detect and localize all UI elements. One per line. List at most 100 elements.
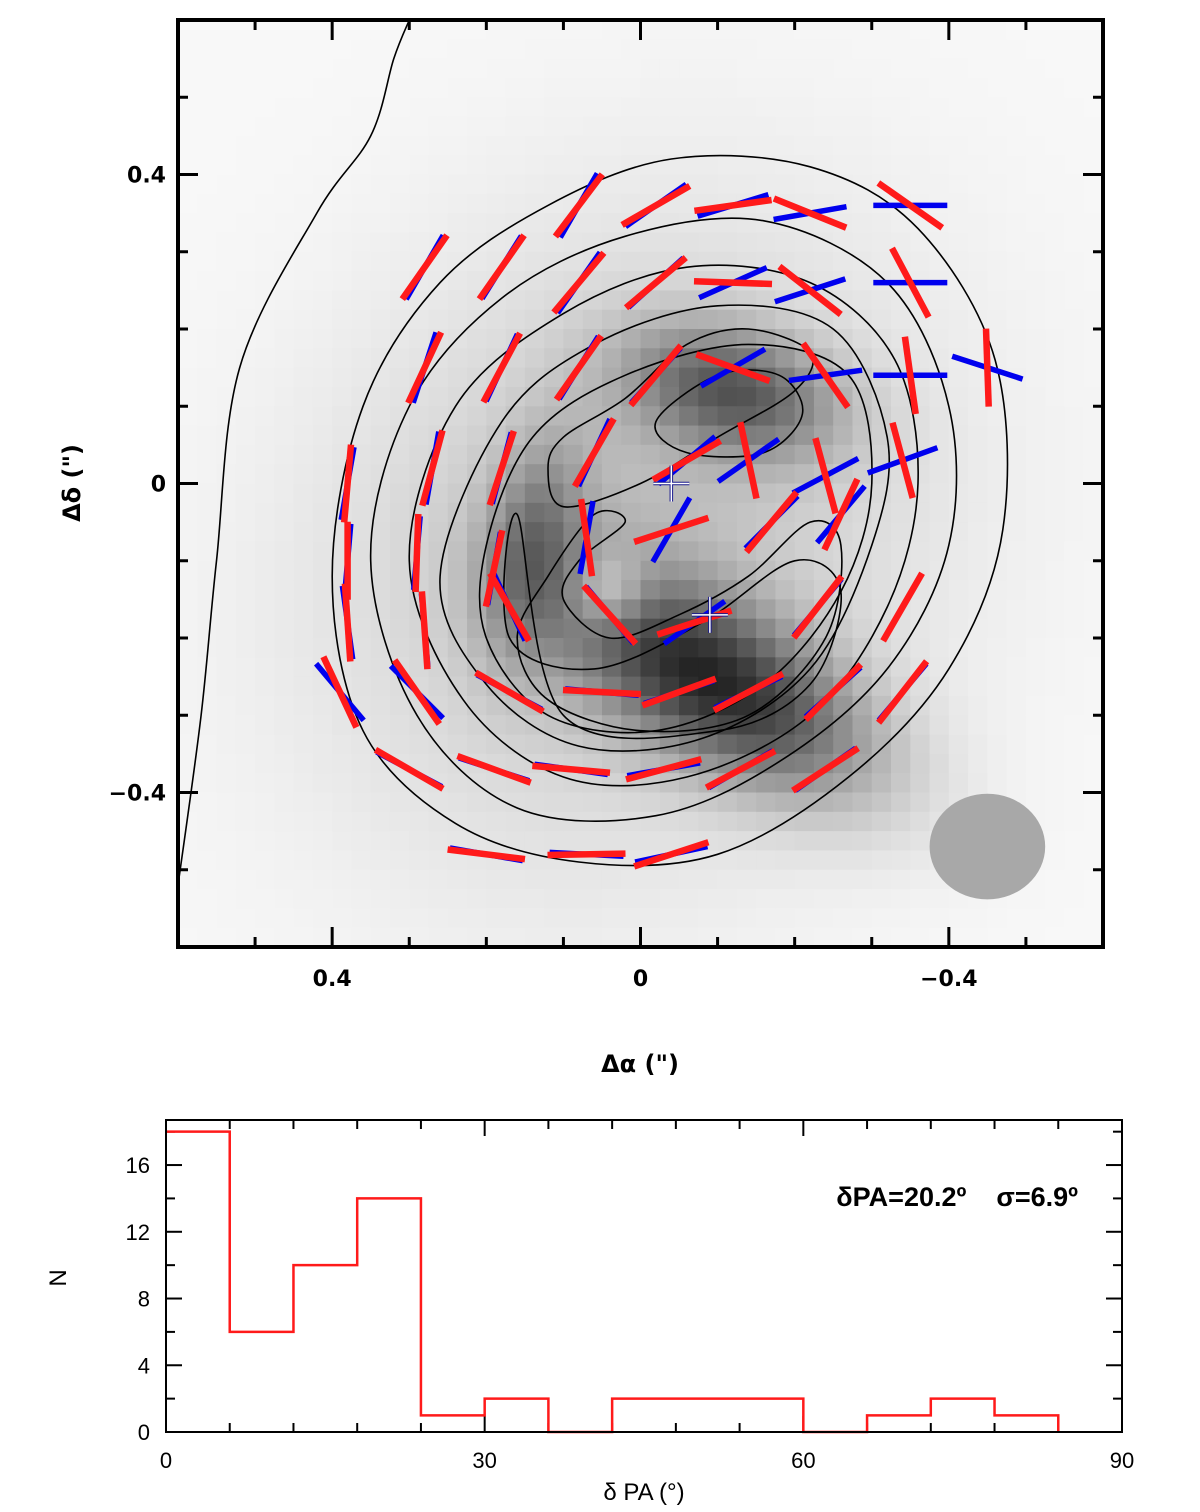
- image-pixel: [640, 560, 661, 581]
- image-pixel: [1083, 657, 1103, 678]
- red-vector: [480, 331, 523, 404]
- image-pixel: [389, 116, 410, 137]
- image-pixel: [544, 599, 565, 620]
- image-pixel: [640, 20, 661, 40]
- image-pixel: [563, 792, 584, 813]
- image-pixel: [852, 522, 873, 542]
- image-pixel: [929, 715, 950, 736]
- image-pixel: [756, 792, 776, 813]
- image-pixel: [582, 831, 603, 851]
- image-pixel: [293, 927, 314, 947]
- image-pixel: [794, 58, 815, 79]
- image-pixel: [178, 676, 198, 697]
- image-pixel: [813, 20, 834, 40]
- image-pixel: [833, 155, 854, 176]
- image-pixel: [235, 386, 256, 407]
- image-pixel: [312, 116, 333, 137]
- image-pixel: [640, 502, 661, 523]
- image-pixel: [312, 522, 333, 542]
- image-pixel: [274, 522, 295, 542]
- image-pixel: [948, 425, 969, 446]
- image-pixel: [505, 580, 526, 600]
- image-pixel: [486, 155, 507, 176]
- image-pixel: [1045, 869, 1066, 890]
- image-pixel: [255, 927, 275, 947]
- image-pixel: [1025, 502, 1046, 523]
- image-pixel: [891, 522, 911, 542]
- image-pixel: [255, 135, 275, 156]
- image-pixel: [968, 676, 988, 697]
- contour-line: [178, 20, 411, 886]
- image-pixel: [389, 908, 410, 929]
- image-pixel: [1045, 232, 1066, 253]
- image-pixel: [891, 232, 911, 253]
- image-pixel: [235, 502, 256, 523]
- image-pixel: [1045, 97, 1066, 118]
- image-pixel: [370, 386, 391, 407]
- beam: [929, 793, 1046, 900]
- image-pixel: [621, 908, 642, 929]
- image-pixel: [293, 39, 314, 60]
- image-pixel: [659, 657, 680, 678]
- image-pixel: [486, 638, 507, 658]
- image-pixel: [447, 483, 468, 504]
- image-pixel: [332, 927, 353, 947]
- image-pixel: [756, 309, 776, 330]
- image-pixel: [428, 580, 449, 600]
- image-pixel: [948, 580, 969, 600]
- image-pixel: [428, 20, 449, 40]
- image-pixel: [1045, 676, 1066, 697]
- image-pixel: [833, 425, 854, 446]
- image-pixel: [968, 58, 988, 79]
- image-pixel: [1083, 773, 1103, 794]
- image-pixel: [255, 889, 275, 909]
- image-pixel: [756, 850, 776, 871]
- image-pixel: [447, 464, 468, 485]
- image-pixel: [351, 251, 372, 272]
- image-pixel: [794, 811, 815, 832]
- image-pixel: [235, 97, 256, 118]
- image-pixel: [1083, 39, 1103, 60]
- image-pixel: [775, 174, 796, 195]
- image-pixel: [563, 116, 584, 137]
- image-pixel: [389, 541, 410, 562]
- image-pixel: [293, 908, 314, 929]
- image-pixel: [467, 676, 487, 697]
- image-pixel: [601, 213, 622, 233]
- image-pixel: [756, 386, 776, 407]
- image-pixel: [563, 522, 584, 542]
- image-pixel: [1006, 213, 1027, 233]
- image-pixel: [216, 20, 237, 40]
- image-pixel: [197, 618, 218, 639]
- image-pixel: [428, 522, 449, 542]
- image-pixel: [679, 116, 699, 137]
- image-pixel: [255, 734, 275, 755]
- image-pixel: [679, 20, 699, 40]
- image-pixel: [428, 560, 449, 581]
- image-pixel: [582, 483, 603, 504]
- image-pixel: [312, 811, 333, 832]
- image-pixel: [968, 502, 988, 523]
- image-pixel: [659, 599, 680, 620]
- image-pixel: [601, 695, 622, 716]
- image-pixel: [178, 213, 198, 233]
- image-pixel: [601, 753, 622, 774]
- image-pixel: [351, 213, 372, 233]
- image-pixel: [389, 386, 410, 407]
- image-pixel: [467, 348, 487, 369]
- image-pixel: [563, 232, 584, 253]
- red-vector: [486, 429, 517, 507]
- image-pixel: [852, 20, 873, 40]
- image-pixel: [505, 715, 526, 736]
- image-pixel: [813, 135, 834, 156]
- image-pixel: [178, 425, 198, 446]
- image-pixel: [197, 734, 218, 755]
- image-pixel: [409, 97, 430, 118]
- image-pixel: [987, 618, 1008, 639]
- image-pixel: [775, 58, 796, 79]
- image-pixel: [948, 174, 969, 195]
- cross-marker: [691, 596, 728, 633]
- image-pixel: [736, 213, 757, 233]
- image-pixel: [698, 155, 719, 176]
